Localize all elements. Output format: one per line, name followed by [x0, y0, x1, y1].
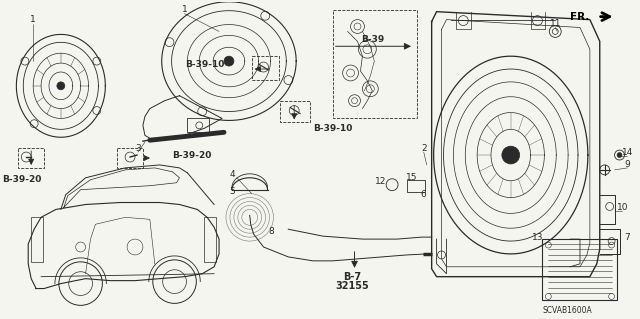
Text: 7: 7: [625, 233, 630, 241]
Text: FR.: FR.: [570, 11, 590, 22]
Text: 1: 1: [182, 5, 188, 14]
Bar: [31, 217, 43, 262]
Text: B-39: B-39: [361, 35, 384, 44]
Text: 14: 14: [621, 148, 633, 157]
Bar: [407, 180, 425, 192]
Bar: [204, 217, 216, 262]
Text: SCVAB1600A: SCVAB1600A: [542, 306, 592, 315]
Text: B-39-20: B-39-20: [173, 151, 212, 160]
Text: B-7: B-7: [344, 272, 362, 282]
Text: B-39-20: B-39-20: [3, 175, 42, 184]
Bar: [117, 148, 143, 168]
Circle shape: [617, 152, 622, 158]
Text: 9: 9: [625, 160, 630, 169]
Text: 32155: 32155: [335, 281, 369, 291]
Text: 4: 4: [229, 170, 235, 179]
Text: 15: 15: [406, 173, 418, 182]
Text: 3: 3: [135, 144, 141, 152]
Text: 2: 2: [421, 144, 426, 152]
Bar: [333, 10, 417, 118]
Circle shape: [502, 146, 520, 164]
Text: 1: 1: [30, 15, 36, 24]
Text: B-39-10: B-39-10: [313, 124, 353, 133]
Text: 13: 13: [532, 233, 543, 241]
Text: 11: 11: [550, 19, 561, 28]
Text: B-39-10: B-39-10: [184, 60, 224, 69]
Bar: [252, 56, 280, 80]
Circle shape: [224, 56, 234, 66]
Text: 6: 6: [421, 190, 427, 199]
Bar: [280, 101, 310, 122]
Text: 5: 5: [229, 187, 235, 196]
Text: 10: 10: [617, 203, 628, 212]
Text: 12: 12: [374, 177, 386, 186]
Bar: [543, 239, 616, 300]
Circle shape: [57, 82, 65, 90]
Bar: [188, 118, 209, 132]
Text: 8: 8: [269, 227, 275, 236]
Bar: [19, 148, 44, 168]
